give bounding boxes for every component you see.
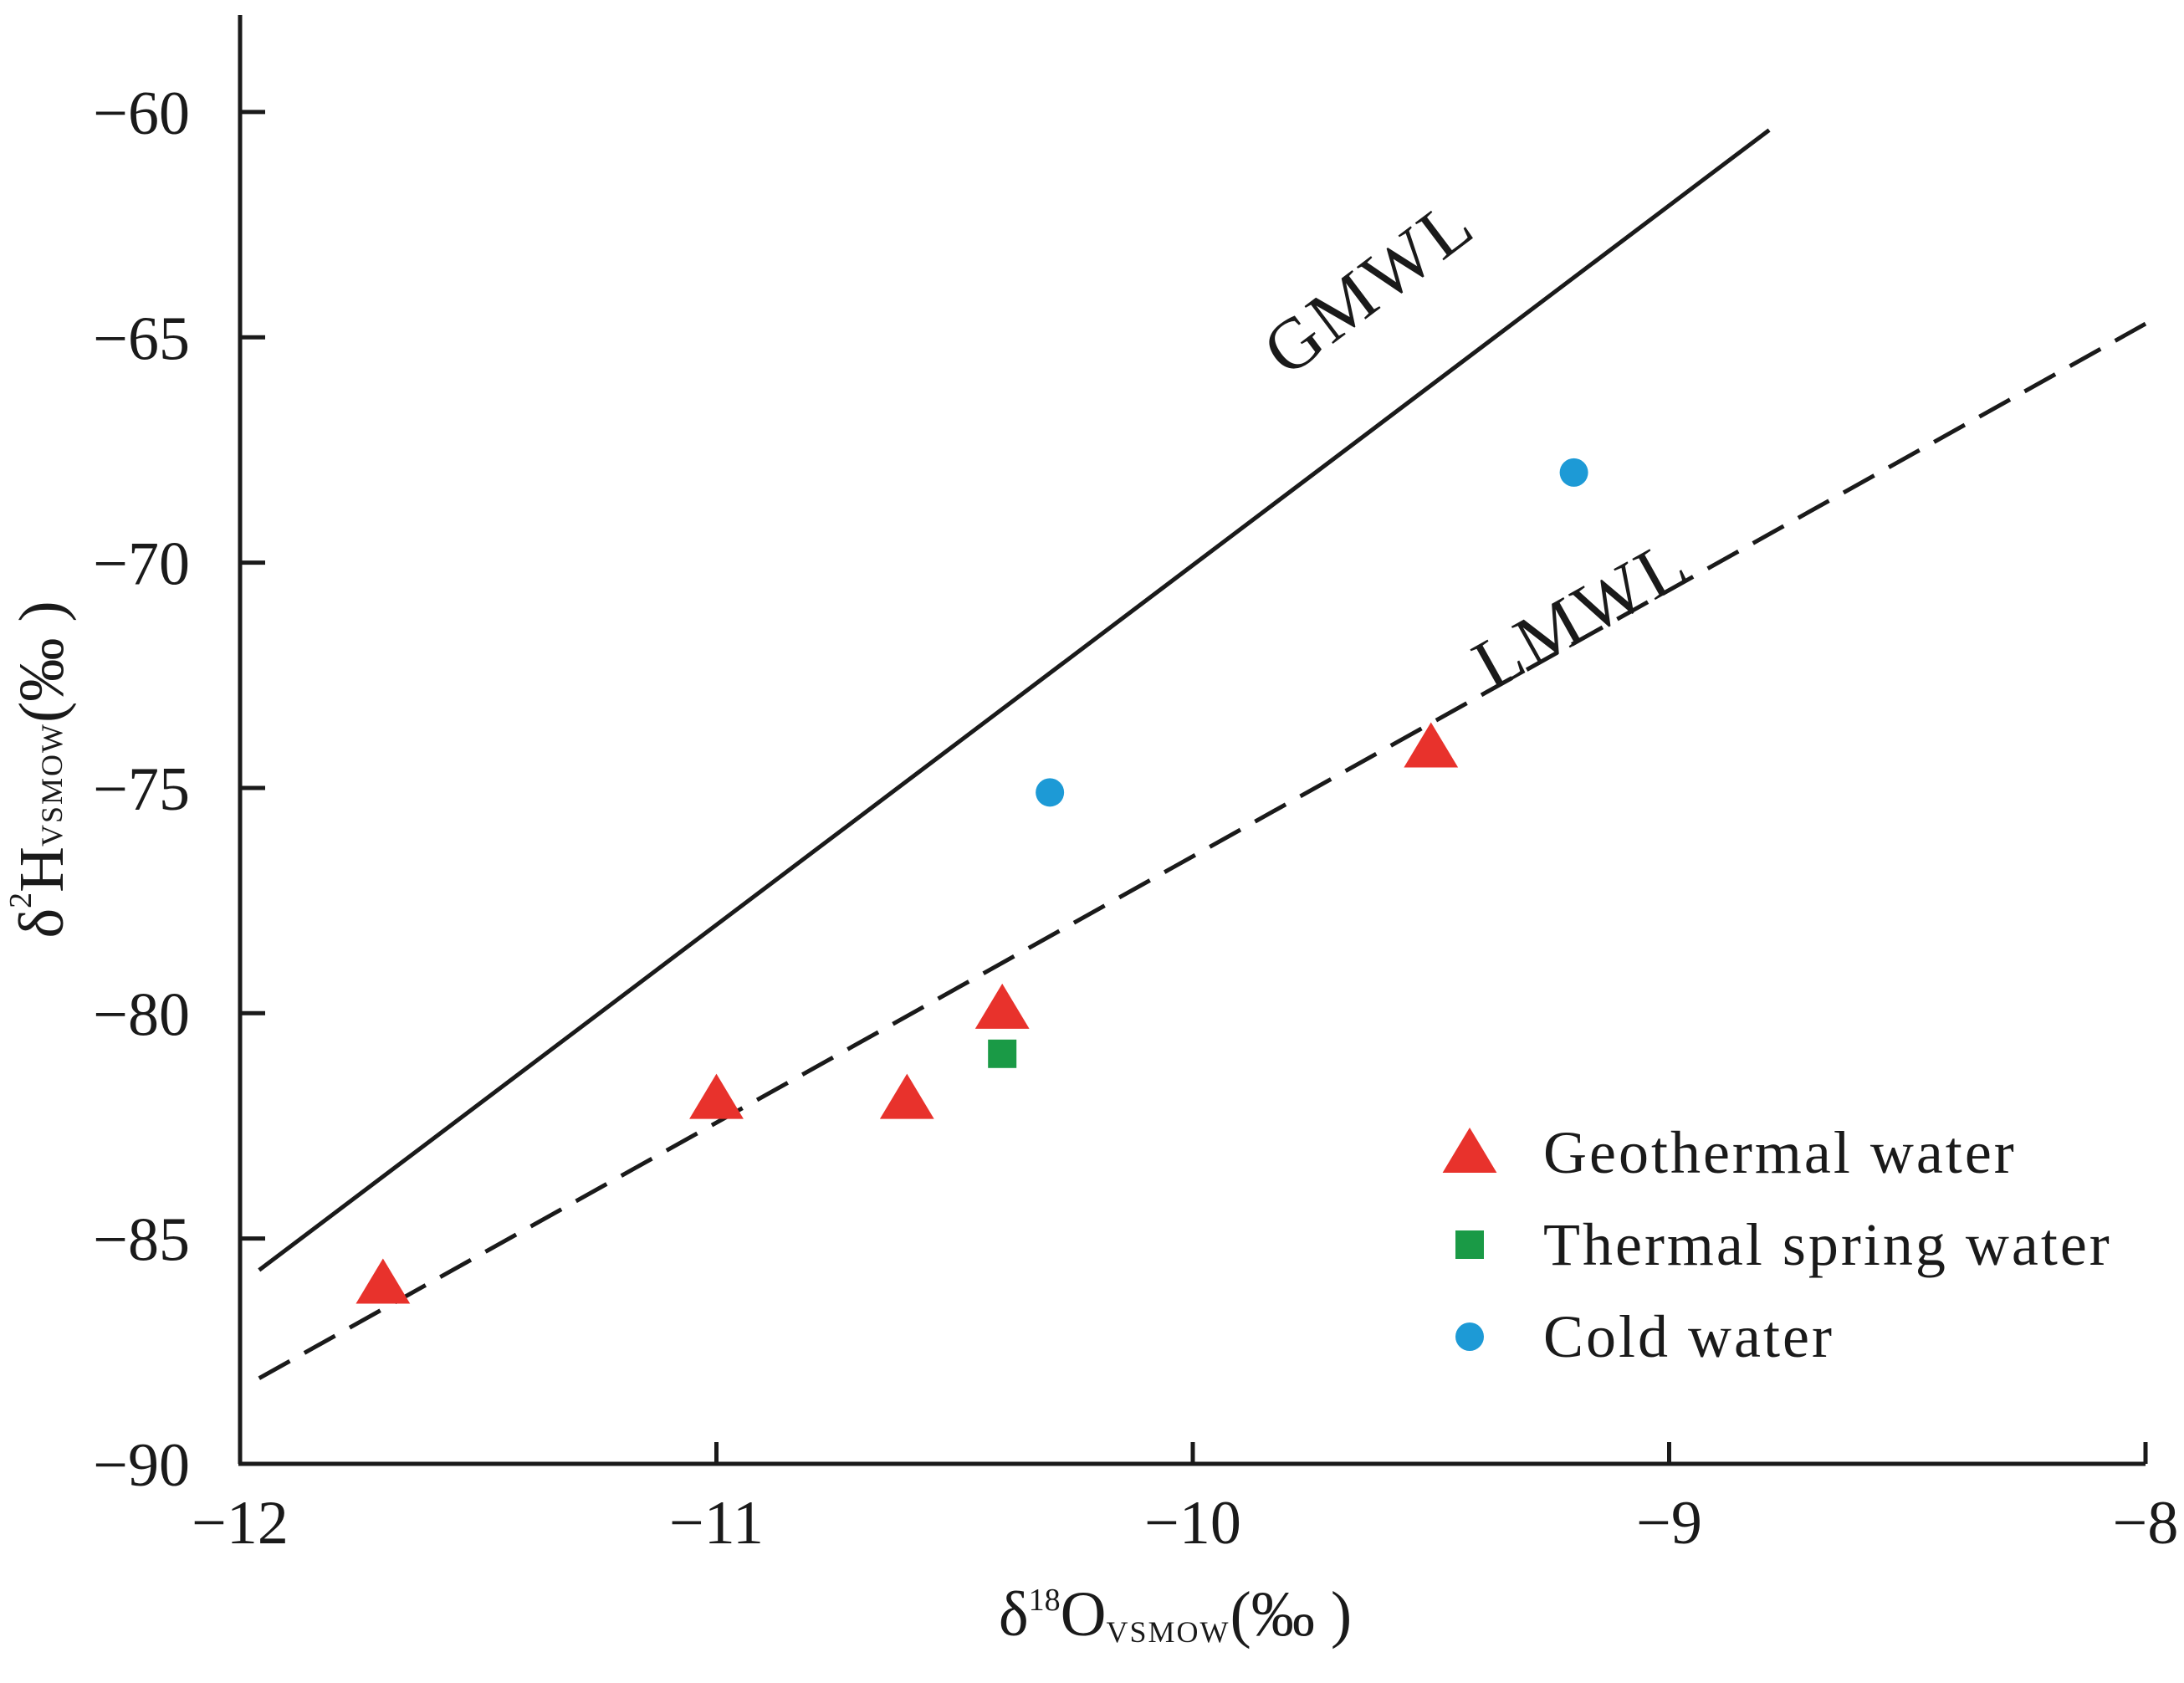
legend-cold-water-label: Cold water [1543, 1303, 1834, 1370]
x-tick-label: −8 [2113, 1489, 2179, 1558]
y-tick-label: −65 [93, 304, 190, 373]
geothermal-water-point [355, 1258, 411, 1304]
x-tick-label: −11 [669, 1489, 764, 1558]
y-tick-label: −85 [93, 1206, 190, 1275]
x-tick-label: −9 [1636, 1489, 1702, 1558]
legend-geothermal-water-marker [1442, 1128, 1497, 1173]
geothermal-water-point [974, 983, 1030, 1029]
x-tick-label: −10 [1144, 1489, 1241, 1558]
y-axis-title: δ2HVSMOW(‰ ) [3, 601, 78, 938]
x-title-unit: (‰ ) [1230, 1579, 1353, 1650]
y-tick-label: −70 [93, 530, 190, 599]
y-title-sub: VSMOW [35, 723, 69, 847]
x-ticks: −12 −11 −10 −9 −8 [192, 1442, 2178, 1558]
y-title-main: H [7, 847, 77, 893]
thermal-spring-water-point [988, 1039, 1017, 1068]
x-title-main: O [1061, 1579, 1107, 1650]
y-tick-label: −60 [93, 79, 190, 148]
x-axis-title: δ18OVSMOW(‰ ) [999, 1579, 1352, 1650]
y-ticks: −90 −85 −80 −75 −70 −65 −60 [93, 79, 265, 1500]
y-title-symbol: δ [7, 908, 77, 939]
x-tick-label: −12 [192, 1489, 289, 1558]
geothermal-water-point [1404, 722, 1459, 768]
x-title-sub: VSMOW [1107, 1615, 1230, 1649]
legend-geothermal-water-label: Geothermal water [1543, 1119, 2017, 1186]
reference-line-labels: GMWL LMWL [1248, 182, 1702, 705]
y-tick-label: −90 [93, 1431, 190, 1500]
y-tick-label: −80 [93, 980, 190, 1049]
data-points [355, 458, 1588, 1304]
x-title-symbol: δ [999, 1579, 1029, 1650]
y-title-unit: (‰ ) [7, 601, 77, 723]
gmwl-label: GMWL [1248, 182, 1489, 391]
legend-thermal-spring-water-label: Thermal spring water [1543, 1211, 2112, 1278]
cold-water-point [1036, 778, 1065, 807]
legend-cold-water-marker [1455, 1322, 1484, 1351]
legend-thermal-spring-water-marker [1455, 1230, 1484, 1259]
reference-lines [258, 128, 2147, 1380]
cold-water-point [1559, 458, 1588, 487]
y-title-sup: 2 [3, 893, 38, 908]
legend: Geothermal water Thermal spring water Cold… [1442, 1119, 2112, 1370]
y-tick-label: −75 [93, 755, 190, 824]
geothermal-water-point [879, 1073, 934, 1119]
lmwl-label: LMWL [1460, 522, 1702, 706]
geothermal-water-point [689, 1073, 744, 1119]
x-title-sup: 18 [1029, 1583, 1061, 1618]
gmwl-line [258, 128, 1771, 1272]
